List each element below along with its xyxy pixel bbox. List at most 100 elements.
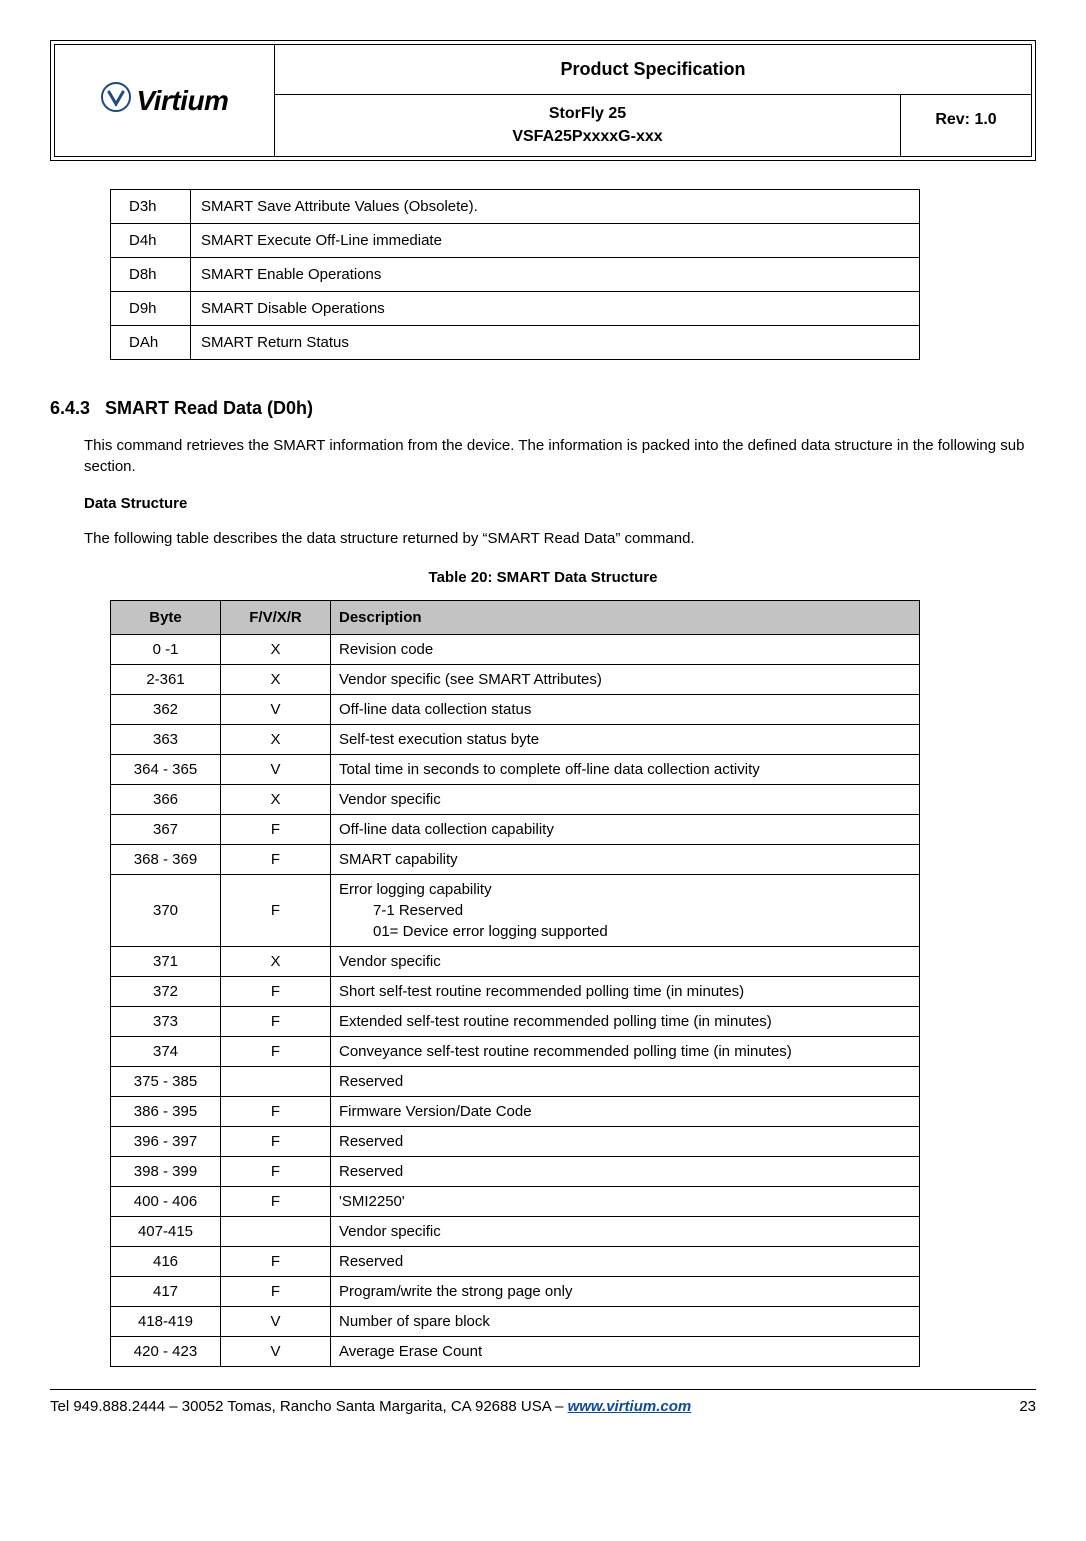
fvxr-cell: F — [221, 1127, 331, 1157]
footer: Tel 949.888.2444 – 30052 Tomas, Rancho S… — [50, 1396, 1036, 1417]
logo-icon — [101, 82, 131, 118]
table-header-row: Byte F/V/X/R Description — [111, 601, 920, 635]
logo-text: Virtium — [137, 81, 229, 120]
fvxr-cell: V — [221, 695, 331, 725]
fvxr-cell: X — [221, 725, 331, 755]
revision: Rev: 1.0 — [901, 95, 1031, 156]
byte-cell: 371 — [111, 947, 221, 977]
fvxr-cell: F — [221, 1007, 331, 1037]
byte-cell: 2-361 — [111, 665, 221, 695]
code-cell: DAh — [111, 325, 191, 359]
desc-cell: SMART capability — [331, 845, 920, 875]
fvxr-cell: V — [221, 1307, 331, 1337]
desc-cell: Extended self-test routine recommended p… — [331, 1007, 920, 1037]
section-number: 6.4.3 — [50, 396, 100, 421]
fvxr-cell: X — [221, 785, 331, 815]
logo-cell: Virtium — [55, 45, 275, 156]
table-row: 368 - 369FSMART capability — [111, 845, 920, 875]
byte-cell: 362 — [111, 695, 221, 725]
desc-cell: Program/write the strong page only — [331, 1277, 920, 1307]
fvxr-cell: V — [221, 755, 331, 785]
footer-contact-text: Tel 949.888.2444 – 30052 Tomas, Rancho S… — [50, 1398, 568, 1415]
desc-cell: Vendor specific (see SMART Attributes) — [331, 665, 920, 695]
footer-url[interactable]: www.virtium.com — [568, 1398, 692, 1415]
desc-cell: Short self-test routine recommended poll… — [331, 977, 920, 1007]
sub-heading: Data Structure — [84, 493, 1036, 514]
fvxr-cell — [221, 1067, 331, 1097]
header-byte: Byte — [111, 601, 221, 635]
sub-intro: The following table describes the data s… — [84, 528, 1036, 549]
header-fvxr: F/V/X/R — [221, 601, 331, 635]
table-row: 363XSelf-test execution status byte — [111, 725, 920, 755]
desc-cell: Self-test execution status byte — [331, 725, 920, 755]
fvxr-cell: F — [221, 1157, 331, 1187]
fvxr-cell — [221, 1217, 331, 1247]
byte-cell: 396 - 397 — [111, 1127, 221, 1157]
footer-rule — [50, 1389, 1036, 1390]
code-cell: D3h — [111, 189, 191, 223]
fvxr-cell: X — [221, 635, 331, 665]
header-title: Product Specification — [275, 45, 1031, 95]
desc-cell: 'SMI2250' — [331, 1187, 920, 1217]
desc-cell: Off-line data collection status — [331, 695, 920, 725]
fvxr-cell: F — [221, 1037, 331, 1067]
byte-cell: 373 — [111, 1007, 221, 1037]
table-row: 374FConveyance self-test routine recomme… — [111, 1037, 920, 1067]
table-row: 420 - 423VAverage Erase Count — [111, 1337, 920, 1367]
table-row: 407-415Vendor specific — [111, 1217, 920, 1247]
table-row: 0 -1XRevision code — [111, 635, 920, 665]
table-row: D8hSMART Enable Operations — [111, 257, 920, 291]
desc-cell: Reserved — [331, 1067, 920, 1097]
product-name: StorFly 25 VSFA25PxxxxG-xxx — [275, 95, 901, 156]
smart-commands-table: D3hSMART Save Attribute Values (Obsolete… — [110, 189, 920, 360]
byte-cell: 367 — [111, 815, 221, 845]
desc-cell: Vendor specific — [331, 1217, 920, 1247]
table-row: 362VOff-line data collection status — [111, 695, 920, 725]
byte-cell: 418-419 — [111, 1307, 221, 1337]
byte-cell: 366 — [111, 785, 221, 815]
table-row: 366XVendor specific — [111, 785, 920, 815]
code-cell: D4h — [111, 223, 191, 257]
desc-cell: Conveyance self-test routine recommended… — [331, 1037, 920, 1067]
byte-cell: 363 — [111, 725, 221, 755]
fvxr-cell: F — [221, 875, 331, 947]
desc-cell: Vendor specific — [331, 947, 920, 977]
desc-cell: Off-line data collection capability — [331, 815, 920, 845]
desc-cell: Average Erase Count — [331, 1337, 920, 1367]
table-row: 372FShort self-test routine recommended … — [111, 977, 920, 1007]
table-row: 371XVendor specific — [111, 947, 920, 977]
table-caption: Table 20: SMART Data Structure — [50, 567, 1036, 588]
document-header: Virtium Product Specification StorFly 25… — [50, 40, 1036, 161]
fvxr-cell: X — [221, 947, 331, 977]
footer-page: 23 — [1019, 1396, 1036, 1417]
desc-cell: Error logging capability7-1 Reserved01= … — [331, 875, 920, 947]
table-row: 367FOff-line data collection capability — [111, 815, 920, 845]
fvxr-cell: F — [221, 1097, 331, 1127]
table-row: 398 - 399FReserved — [111, 1157, 920, 1187]
table-row: 375 - 385Reserved — [111, 1067, 920, 1097]
desc-cell: Revision code — [331, 635, 920, 665]
table-row: 364 - 365VTotal time in seconds to compl… — [111, 755, 920, 785]
table-row: 418-419VNumber of spare block — [111, 1307, 920, 1337]
byte-cell: 374 — [111, 1037, 221, 1067]
fvxr-cell: F — [221, 1187, 331, 1217]
desc-cell: SMART Save Attribute Values (Obsolete). — [191, 189, 920, 223]
table-row: 416FReserved — [111, 1247, 920, 1277]
table-row: 417FProgram/write the strong page only — [111, 1277, 920, 1307]
desc-cell: Reserved — [331, 1127, 920, 1157]
byte-cell: 386 - 395 — [111, 1097, 221, 1127]
desc-cell: Vendor specific — [331, 785, 920, 815]
fvxr-cell: X — [221, 665, 331, 695]
byte-cell: 420 - 423 — [111, 1337, 221, 1367]
table-row: 2-361XVendor specific (see SMART Attribu… — [111, 665, 920, 695]
byte-cell: 0 -1 — [111, 635, 221, 665]
byte-cell: 417 — [111, 1277, 221, 1307]
fvxr-cell: F — [221, 815, 331, 845]
footer-contact: Tel 949.888.2444 – 30052 Tomas, Rancho S… — [50, 1396, 691, 1417]
section-intro: This command retrieves the SMART informa… — [84, 435, 1036, 477]
desc-cell: SMART Enable Operations — [191, 257, 920, 291]
table-row: 396 - 397FReserved — [111, 1127, 920, 1157]
data-structure-table: Byte F/V/X/R Description 0 -1XRevision c… — [110, 600, 920, 1367]
fvxr-cell: F — [221, 1247, 331, 1277]
byte-cell: 370 — [111, 875, 221, 947]
